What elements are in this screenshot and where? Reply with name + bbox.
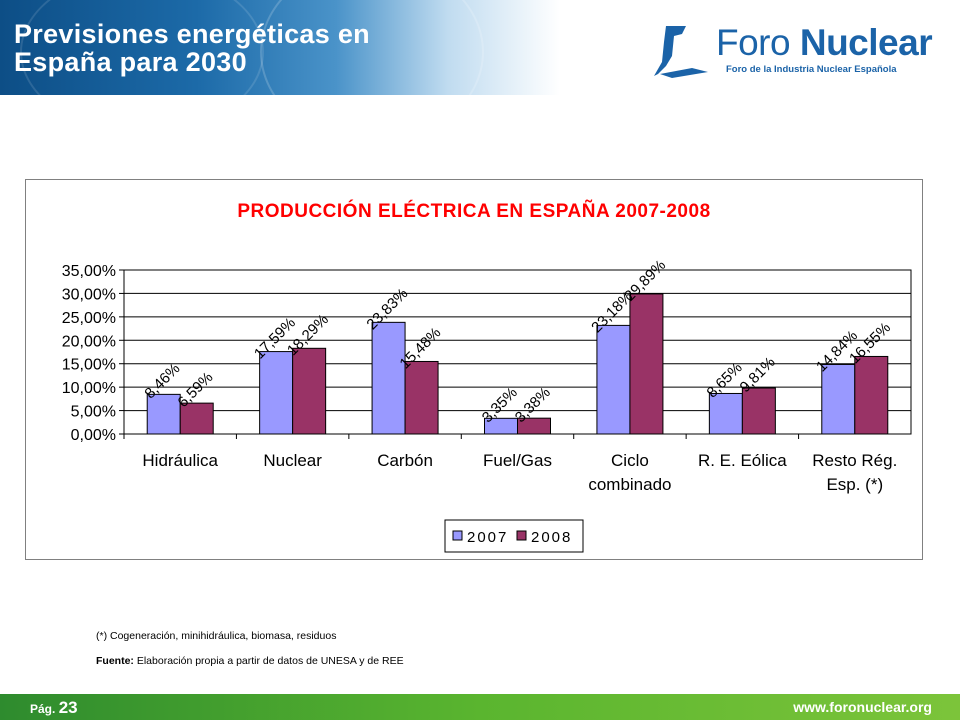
bar-2007-1 [259,351,294,435]
chart-title: PRODUCCIÓN ELÉCTRICA EN ESPAÑA 2007-2008 [237,200,710,222]
bar-2008-6 [854,355,889,435]
x-category-label: R. E. Eólica [698,451,787,470]
banner-background [0,0,560,144]
y-tick-label: 15,00% [62,357,116,374]
y-tick-label: 5,00% [71,404,116,421]
bar-2008-0 [179,402,214,435]
bar-chart: PRODUCCIÓN ELÉCTRICA EN ESPAÑA 2007-2008… [62,200,912,553]
page-number-value: 23 [58,698,78,717]
foro-nuclear-logo: Foro Nuclear Foro de la Industria Nuclea… [652,22,942,82]
bar-2007-6 [821,363,856,435]
x-category-label: combinado [588,475,671,494]
x-category-label: Ciclo [611,451,649,470]
plot-area [123,269,912,435]
x-category-label: Hidráulica [142,451,218,470]
header-banner: Previsiones energéticas en España para 2… [0,0,960,144]
logo-emblem-icon [654,26,708,78]
legend [444,519,584,553]
chart-container: PRODUCCIÓN ELÉCTRICA EN ESPAÑA 2007-2008… [25,179,923,560]
bar-2007-0 [146,393,181,435]
source-text: Elaboración propia a partir de datos de … [133,655,404,667]
bar-2008-2 [404,360,439,435]
source-label: Fuente: [96,655,134,667]
bar-2007-4 [596,324,631,435]
website-link[interactable]: www.foronuclear.org [793,699,932,715]
x-category-label: Resto Rég. [812,451,897,470]
slide-title-line-1: Previsiones energéticas en [14,19,370,49]
logo-subtitle: Foro de la Industria Nuclear Española [726,64,897,75]
legend-label-2008: 2008 [531,529,572,546]
slide-title-line-2: España para 2030 [14,47,247,77]
y-tick-label: 0,00% [71,427,116,444]
source-note: Fuente: Elaboración propia a partir de d… [96,655,404,667]
y-tick-label: 30,00% [62,286,116,303]
x-category-label: Carbón [377,451,433,470]
page-prefix: Pág. [30,702,59,716]
bar-2007-2 [371,321,406,435]
slide-title: Previsiones energéticas en España para 2… [14,20,370,76]
x-category-label: Fuel/Gas [483,451,552,470]
x-category-label: Esp. (*) [826,475,883,494]
legend-swatch-2007 [452,530,463,541]
legend-label-2007: 2007 [467,529,508,546]
bar-2008-1 [292,347,327,435]
y-tick-label: 10,00% [62,380,116,397]
footnote: (*) Cogeneración, minihidráulica, biomas… [96,630,337,642]
bar-2008-5 [741,387,776,435]
x-category-label: Nuclear [263,451,322,470]
y-tick-label: 20,00% [62,333,116,350]
y-tick-label: 25,00% [62,310,116,327]
logo-name-bold: Nuclear [799,22,933,63]
footer-bar: Pág. 23 www.foronuclear.org [0,694,960,720]
y-tick-label: 35,00% [62,263,116,280]
page-number: Pág. 23 [30,698,78,718]
logo-name: Foro Nuclear [716,22,933,64]
legend-swatch-2008 [516,530,527,541]
bar-2008-4 [629,293,664,435]
logo-name-light: Foro [716,22,800,63]
